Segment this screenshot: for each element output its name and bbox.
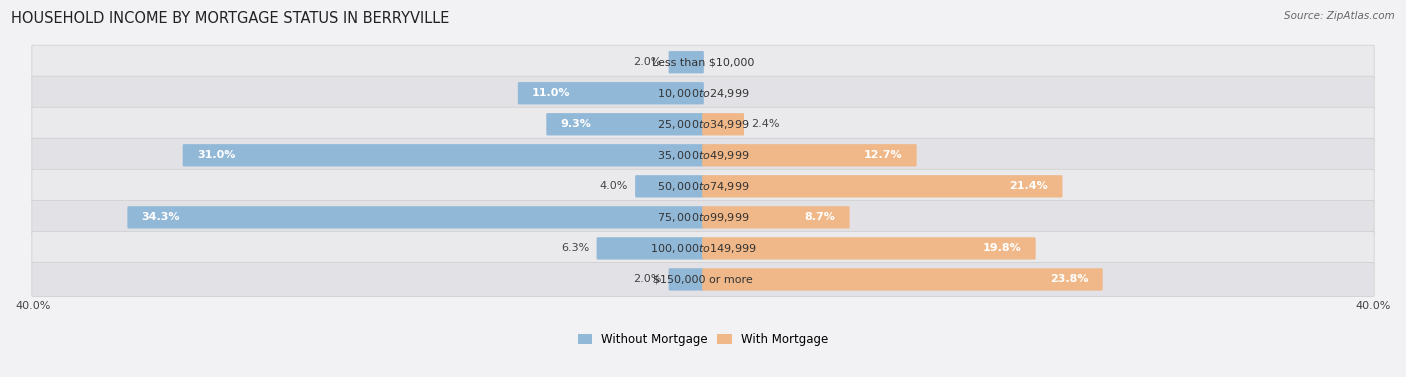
FancyBboxPatch shape: [702, 113, 744, 135]
FancyBboxPatch shape: [32, 107, 1374, 141]
FancyBboxPatch shape: [32, 169, 1374, 204]
Text: 8.7%: 8.7%: [804, 212, 835, 222]
Text: $50,000 to $74,999: $50,000 to $74,999: [657, 180, 749, 193]
Text: $10,000 to $24,999: $10,000 to $24,999: [657, 87, 749, 100]
Text: $100,000 to $149,999: $100,000 to $149,999: [650, 242, 756, 255]
FancyBboxPatch shape: [702, 237, 1036, 260]
FancyBboxPatch shape: [517, 82, 704, 104]
FancyBboxPatch shape: [32, 138, 1374, 172]
FancyBboxPatch shape: [702, 144, 917, 167]
FancyBboxPatch shape: [547, 113, 704, 135]
Text: 9.3%: 9.3%: [561, 119, 592, 129]
FancyBboxPatch shape: [183, 144, 704, 167]
Text: $35,000 to $49,999: $35,000 to $49,999: [657, 149, 749, 162]
FancyBboxPatch shape: [32, 231, 1374, 265]
Text: 21.4%: 21.4%: [1010, 181, 1049, 192]
FancyBboxPatch shape: [636, 175, 704, 198]
FancyBboxPatch shape: [669, 268, 704, 291]
FancyBboxPatch shape: [702, 206, 849, 228]
Text: 12.7%: 12.7%: [863, 150, 903, 160]
Text: 6.3%: 6.3%: [561, 244, 589, 253]
FancyBboxPatch shape: [32, 262, 1374, 296]
Text: $150,000 or more: $150,000 or more: [654, 274, 752, 284]
Text: 31.0%: 31.0%: [197, 150, 235, 160]
FancyBboxPatch shape: [32, 76, 1374, 110]
Text: HOUSEHOLD INCOME BY MORTGAGE STATUS IN BERRYVILLE: HOUSEHOLD INCOME BY MORTGAGE STATUS IN B…: [11, 11, 450, 26]
Text: $75,000 to $99,999: $75,000 to $99,999: [657, 211, 749, 224]
Text: 11.0%: 11.0%: [531, 88, 571, 98]
Text: 23.8%: 23.8%: [1050, 274, 1088, 284]
Text: 4.0%: 4.0%: [599, 181, 627, 192]
Text: 2.0%: 2.0%: [633, 57, 661, 67]
FancyBboxPatch shape: [128, 206, 704, 228]
Text: 34.3%: 34.3%: [142, 212, 180, 222]
Text: 2.4%: 2.4%: [752, 119, 780, 129]
Legend: Without Mortgage, With Mortgage: Without Mortgage, With Mortgage: [578, 333, 828, 346]
FancyBboxPatch shape: [702, 175, 1063, 198]
Text: $25,000 to $34,999: $25,000 to $34,999: [657, 118, 749, 131]
Text: 19.8%: 19.8%: [983, 244, 1021, 253]
FancyBboxPatch shape: [669, 51, 704, 74]
FancyBboxPatch shape: [596, 237, 704, 260]
FancyBboxPatch shape: [32, 45, 1374, 79]
FancyBboxPatch shape: [32, 200, 1374, 234]
Text: 2.0%: 2.0%: [633, 274, 661, 284]
FancyBboxPatch shape: [702, 268, 1102, 291]
Text: Less than $10,000: Less than $10,000: [652, 57, 754, 67]
Text: Source: ZipAtlas.com: Source: ZipAtlas.com: [1284, 11, 1395, 21]
